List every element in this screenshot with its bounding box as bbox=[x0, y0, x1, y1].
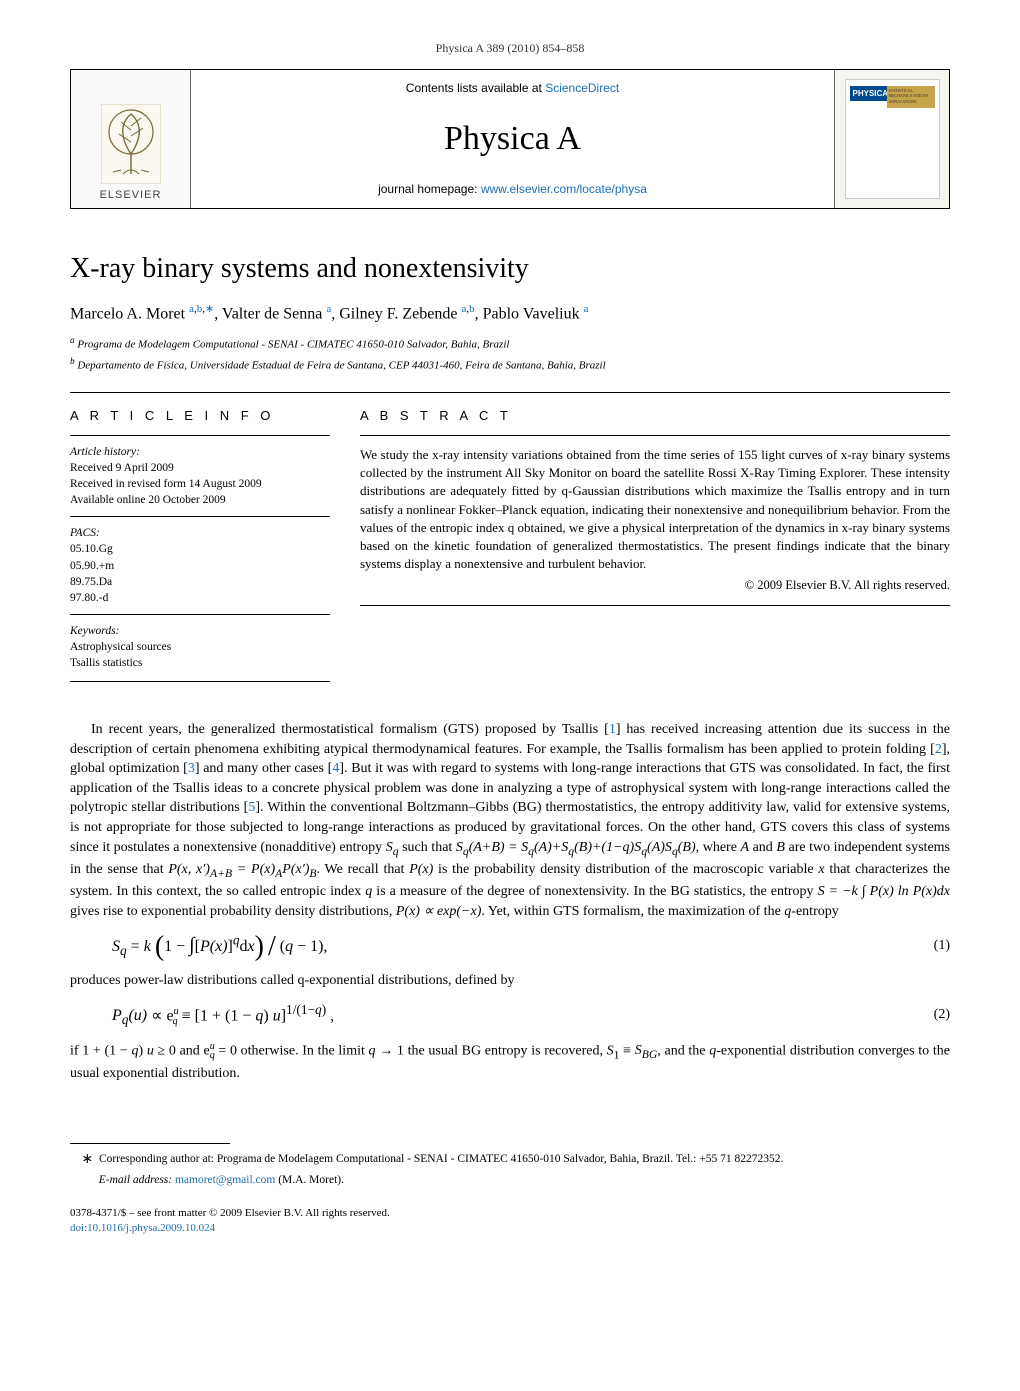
doi-link[interactable]: doi:10.1016/j.physa.2009.10.024 bbox=[70, 1222, 215, 1234]
corresponding-author-footnote: ∗ Corresponding author at: Programa de M… bbox=[70, 1150, 950, 1170]
affil-link[interactable]: a bbox=[461, 303, 466, 315]
keyword: Tsallis statistics bbox=[70, 655, 330, 671]
email-link[interactable]: mamoret@gmail.com bbox=[175, 1174, 275, 1186]
cover-brand: PHYSICA bbox=[850, 86, 892, 101]
email-label: E-mail address: bbox=[99, 1174, 172, 1186]
elsevier-wordmark: ELSEVIER bbox=[100, 188, 162, 203]
pacs-code: 89.75.Da bbox=[70, 574, 330, 590]
journal-name: Physica A bbox=[191, 115, 834, 163]
abstract-text: We study the x-ray intensity variations … bbox=[360, 435, 950, 606]
corresponding-link[interactable]: ∗ bbox=[205, 303, 214, 315]
sciencedirect-link[interactable]: ScienceDirect bbox=[545, 81, 619, 95]
affil-link[interactable]: b bbox=[469, 303, 475, 315]
equation-number: (2) bbox=[910, 1005, 950, 1025]
equation-2: Pq(u) ∝ euq ≡ [1 + (1 − q) u]1/(1−q) , (… bbox=[70, 1001, 950, 1030]
publisher-logo-box: ELSEVIER bbox=[71, 70, 191, 208]
equation-1: Sq = k (1 − ∫[P(x)]qdx) / (q − 1), (1) bbox=[70, 931, 950, 961]
author-list: Marcelo A. Moret a,b,∗, Valter de Senna … bbox=[70, 302, 950, 326]
article-title: X-ray binary systems and nonextensivity bbox=[70, 249, 950, 288]
body-paragraph: if 1 + (1 − q) u ≥ 0 and euq = 0 otherwi… bbox=[70, 1040, 950, 1083]
email-footnote: E-mail address: mamoret@gmail.com (M.A. … bbox=[70, 1172, 950, 1188]
ref-link[interactable]: 5 bbox=[248, 800, 255, 815]
cover-subtitle-band: STATISTICAL MECHANICS AND ITS APPLICATIO… bbox=[887, 86, 935, 108]
affil-link[interactable]: a bbox=[326, 303, 331, 315]
abstract-heading: A B S T R A C T bbox=[360, 407, 950, 425]
article-info-heading: A R T I C L E I N F O bbox=[70, 407, 330, 425]
author: Pablo Vaveliuk bbox=[483, 305, 580, 322]
affil-link[interactable]: b bbox=[197, 303, 203, 315]
footnote-rule bbox=[70, 1143, 230, 1144]
history-item: Received 9 April 2009 bbox=[70, 460, 330, 476]
cover-thumb-box: PHYSICA STATISTICAL MECHANICS AND ITS AP… bbox=[834, 70, 949, 208]
footnote-text: Corresponding author at: Programa de Mod… bbox=[99, 1153, 783, 1165]
pacs-code: 97.80.-d bbox=[70, 590, 330, 606]
elsevier-tree-icon bbox=[101, 104, 161, 184]
history-item: Available online 20 October 2009 bbox=[70, 492, 330, 508]
history-label: Article history: bbox=[70, 444, 330, 460]
issn-line: 0378-4371/$ – see front matter © 2009 El… bbox=[70, 1206, 950, 1221]
pacs-code: 05.90.+m bbox=[70, 558, 330, 574]
pacs-label: PACS: bbox=[70, 525, 330, 541]
pacs-code: 05.10.Gg bbox=[70, 541, 330, 557]
footnote-marker: ∗ bbox=[82, 1152, 94, 1167]
author: Marcelo A. Moret bbox=[70, 305, 185, 322]
body-paragraph: In recent years, the generalized thermos… bbox=[70, 720, 950, 921]
affiliation-b: b Departamento de Física, Universidade E… bbox=[70, 355, 950, 374]
article-info-column: A R T I C L E I N F O Article history: R… bbox=[70, 407, 330, 690]
keywords-label: Keywords: bbox=[70, 623, 330, 639]
affiliation-block: a Programa de Modelagem Computational - … bbox=[70, 334, 950, 374]
contents-available-line: Contents lists available at ScienceDirec… bbox=[191, 80, 834, 97]
affil-link[interactable]: a bbox=[189, 303, 194, 315]
abstract-copyright: © 2009 Elsevier B.V. All rights reserved… bbox=[360, 577, 950, 595]
equation-number: (1) bbox=[910, 936, 950, 956]
journal-masthead: ELSEVIER Contents lists available at Sci… bbox=[70, 69, 950, 209]
affil-link[interactable]: a bbox=[584, 303, 589, 315]
journal-cover-thumb: PHYSICA STATISTICAL MECHANICS AND ITS AP… bbox=[845, 79, 940, 199]
homepage-line: journal homepage: www.elsevier.com/locat… bbox=[191, 181, 834, 198]
running-header: Physica A 389 (2010) 854–858 bbox=[70, 40, 950, 57]
homepage-link[interactable]: www.elsevier.com/locate/physa bbox=[481, 182, 647, 196]
ref-link[interactable]: 1 bbox=[609, 722, 616, 737]
author: Valter de Senna bbox=[222, 305, 322, 322]
page-footer: 0378-4371/$ – see front matter © 2009 El… bbox=[70, 1206, 950, 1237]
history-item: Received in revised form 14 August 2009 bbox=[70, 476, 330, 492]
contents-prefix: Contents lists available at bbox=[406, 81, 545, 95]
abstract-column: A B S T R A C T We study the x-ray inten… bbox=[360, 407, 950, 690]
ref-link[interactable]: 2 bbox=[935, 742, 942, 757]
homepage-prefix: journal homepage: bbox=[378, 182, 481, 196]
keyword: Astrophysical sources bbox=[70, 639, 330, 655]
author: Gilney F. Zebende bbox=[339, 305, 457, 322]
affiliation-a: a Programa de Modelagem Computational - … bbox=[70, 334, 950, 353]
masthead-center: Contents lists available at ScienceDirec… bbox=[191, 70, 834, 208]
body-paragraph: produces power-law distributions called … bbox=[70, 971, 950, 991]
ref-link[interactable]: 4 bbox=[332, 761, 339, 776]
ref-link[interactable]: 3 bbox=[188, 761, 195, 776]
email-suffix: (M.A. Moret). bbox=[278, 1174, 344, 1186]
